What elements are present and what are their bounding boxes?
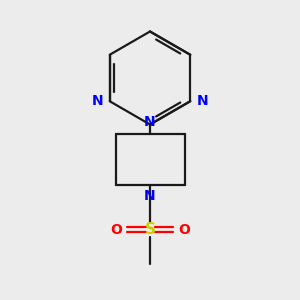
Text: S: S — [145, 222, 155, 237]
Text: N: N — [144, 115, 156, 129]
Text: N: N — [144, 189, 156, 203]
Text: O: O — [110, 223, 122, 236]
Text: N: N — [197, 94, 208, 108]
Text: O: O — [178, 223, 190, 236]
Text: N: N — [92, 94, 103, 108]
